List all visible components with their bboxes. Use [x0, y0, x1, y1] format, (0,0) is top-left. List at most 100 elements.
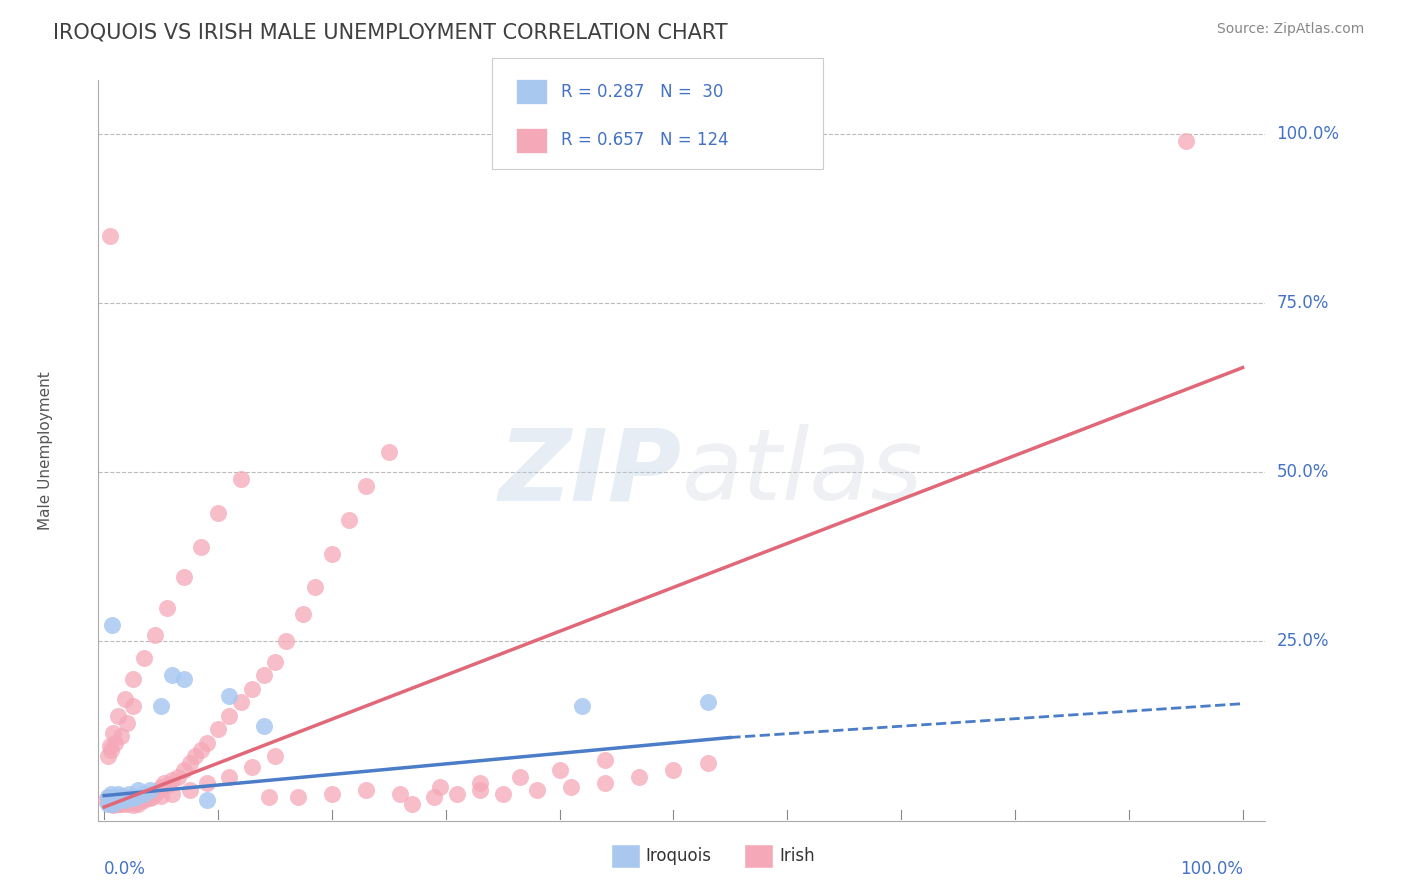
Point [162, 668, 184, 682]
Text: 50.0%: 50.0% [1277, 464, 1329, 482]
Point [143, 628, 166, 642]
Point [240, 681, 263, 696]
Point [560, 780, 582, 794]
Point [103, 797, 125, 811]
Point [98, 228, 121, 243]
Point [377, 445, 399, 459]
Point [162, 773, 184, 788]
Point [468, 783, 491, 797]
Point [96, 789, 118, 804]
Point [423, 789, 446, 804]
Point [108, 793, 131, 807]
Point [571, 698, 593, 713]
Point [218, 709, 240, 723]
Point [138, 787, 160, 801]
Point [101, 789, 124, 804]
Point [526, 783, 548, 797]
Point [103, 793, 125, 807]
Point [110, 791, 132, 805]
Point [101, 796, 124, 810]
Point [173, 672, 195, 686]
Point [134, 789, 156, 804]
Point [111, 793, 134, 807]
Point [112, 791, 135, 805]
Text: Irish: Irish [779, 847, 814, 865]
Point [190, 742, 212, 756]
Point [190, 540, 212, 554]
Text: Iroquois: Iroquois [645, 847, 711, 865]
Point [128, 793, 150, 807]
Text: atlas: atlas [682, 425, 924, 521]
Point [114, 793, 136, 807]
Point [110, 796, 132, 810]
Point [337, 513, 360, 527]
Point [150, 789, 173, 803]
Point [173, 570, 195, 584]
Point [122, 793, 145, 807]
Text: R = 0.657   N = 124: R = 0.657 N = 124 [561, 131, 728, 149]
Point [1174, 134, 1197, 148]
Point [114, 793, 136, 807]
Point [101, 617, 124, 632]
Point [173, 763, 195, 777]
Point [195, 736, 218, 750]
Point [121, 672, 143, 686]
Point [138, 783, 160, 797]
Point [125, 793, 148, 807]
Point [548, 763, 571, 777]
Point [162, 787, 184, 801]
Point [129, 789, 152, 804]
Point [156, 778, 179, 792]
Point [98, 793, 121, 807]
Point [96, 797, 118, 811]
Point [127, 783, 149, 797]
Point [156, 600, 179, 615]
Point [100, 742, 122, 756]
Text: Male Unemployment: Male Unemployment [38, 371, 53, 530]
Point [108, 793, 131, 807]
Point [179, 756, 201, 771]
Point [114, 796, 136, 810]
Point [114, 692, 136, 706]
Point [121, 798, 143, 813]
Point [100, 793, 122, 807]
Point [389, 787, 412, 801]
Point [184, 749, 207, 764]
Point [143, 787, 166, 801]
Point [292, 607, 315, 622]
Point [148, 783, 170, 797]
Point [98, 797, 121, 811]
Point [446, 787, 468, 801]
Point [131, 793, 153, 807]
Point [354, 783, 377, 797]
Text: IROQUOIS VS IRISH MALE UNEMPLOYMENT CORRELATION CHART: IROQUOIS VS IRISH MALE UNEMPLOYMENT CORR… [53, 22, 728, 42]
Point [429, 780, 451, 794]
Point [103, 798, 125, 813]
Point [264, 655, 287, 669]
Point [257, 789, 280, 804]
Point [114, 789, 136, 804]
Point [354, 479, 377, 493]
Point [104, 736, 127, 750]
Point [115, 791, 138, 805]
Point [252, 668, 274, 682]
Point [229, 695, 252, 709]
Point [110, 729, 132, 743]
Point [628, 770, 651, 784]
Point [150, 780, 173, 794]
Point [287, 789, 309, 804]
Point [124, 789, 146, 804]
Point [132, 791, 155, 805]
Text: 100.0%: 100.0% [1277, 126, 1340, 144]
Point [153, 776, 176, 790]
Point [104, 789, 127, 804]
Point [218, 689, 240, 703]
Point [107, 709, 129, 723]
Point [150, 698, 173, 713]
Point [141, 789, 163, 804]
Point [107, 791, 129, 805]
Point [207, 723, 229, 737]
Point [240, 759, 263, 773]
Point [121, 791, 143, 805]
Point [104, 793, 127, 807]
